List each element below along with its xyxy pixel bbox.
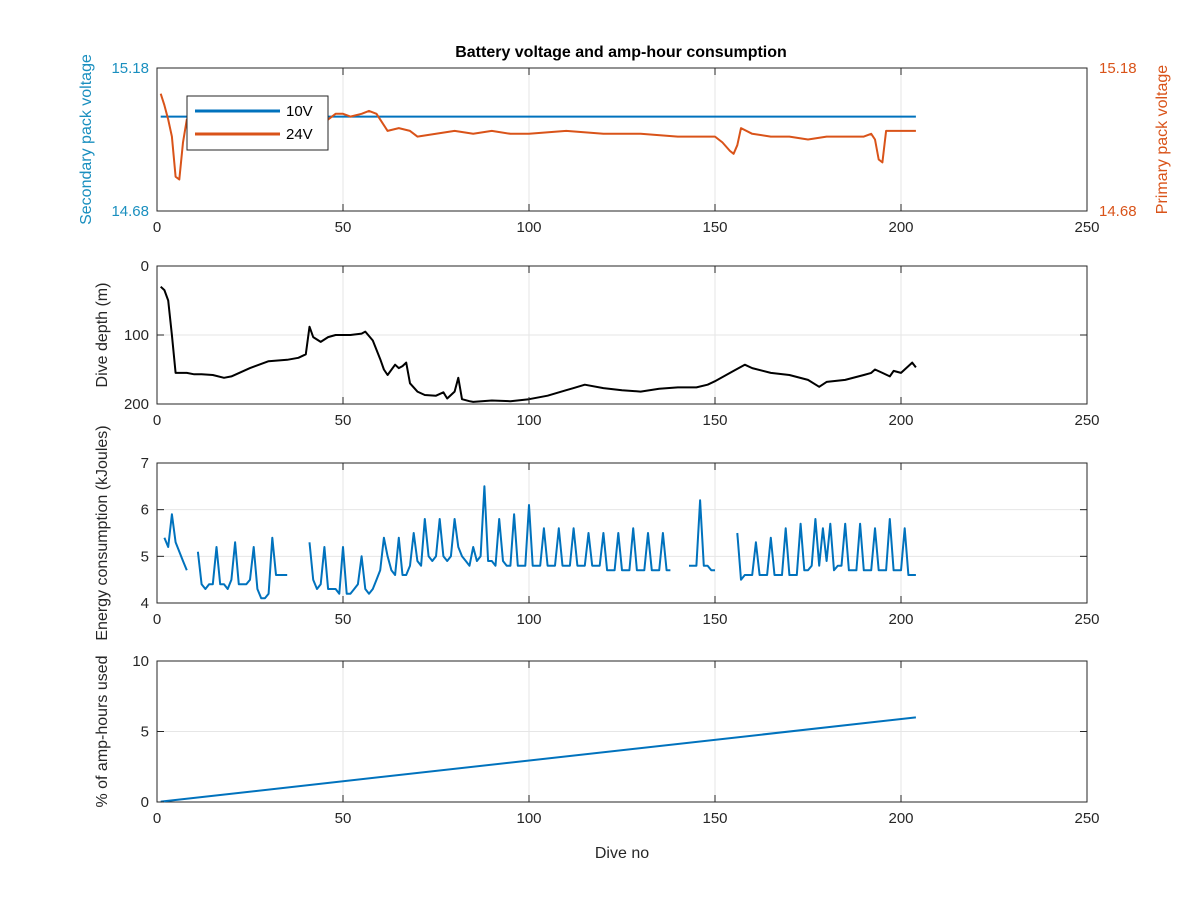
x-tick-label: 200 bbox=[888, 219, 913, 236]
x-tick-label: 200 bbox=[888, 810, 913, 827]
x-tick-label: 250 bbox=[1074, 219, 1099, 236]
energy-y-ticks: 4 5 6 7 bbox=[141, 455, 1087, 612]
legend-label-24v: 24V bbox=[286, 126, 313, 143]
voltage-grid bbox=[342, 68, 902, 211]
y-tick-label-right: 14.68 bbox=[1099, 203, 1137, 220]
x-tick-label: 100 bbox=[516, 219, 541, 236]
voltage-legend[interactable]: 10V 24V bbox=[186, 95, 329, 151]
x-tick-label: 150 bbox=[702, 611, 727, 628]
x-tick-label: 100 bbox=[516, 611, 541, 628]
x-tick-label: 50 bbox=[335, 219, 352, 236]
y-tick-label: 10 bbox=[132, 653, 149, 670]
depth-panel: 0 50 100 150 200 250 0 100 200 Dive depth (m) bbox=[94, 258, 1100, 429]
x-tick-label: 200 bbox=[888, 611, 913, 628]
x-tick-label: 0 bbox=[153, 611, 161, 628]
voltage-left-ylabel: Secondary pack voltage bbox=[78, 54, 95, 225]
x-tick-label: 200 bbox=[888, 412, 913, 429]
voltage-y-ticks-left: 14.68 15.18 bbox=[111, 60, 164, 220]
y-tick-label: 0 bbox=[141, 794, 149, 811]
depth-grid bbox=[157, 266, 1087, 404]
energy-series-line bbox=[196, 536, 288, 600]
energy-series-line bbox=[163, 513, 188, 571]
x-tick-label: 0 bbox=[153, 810, 161, 827]
amphours-x-ticks: 0 50 100 150 200 250 bbox=[153, 661, 1100, 827]
energy-series bbox=[163, 485, 916, 600]
chart-title: Battery voltage and amp-hour consumption bbox=[455, 44, 787, 61]
depth-x-ticks: 0 50 100 150 200 250 bbox=[153, 266, 1100, 429]
y-tick-label: 100 bbox=[124, 327, 149, 344]
depth-ylabel: Dive depth (m) bbox=[94, 283, 111, 388]
amphours-panel: 0 50 100 150 200 250 0 5 10 % of amp-hours used… bbox=[94, 653, 1100, 862]
energy-x-ticks: 0 50 100 150 200 250 bbox=[153, 463, 1100, 628]
voltage-panel: 0 50 100 150 200 250 14.68 15.18 14.68 15.18 Se… bbox=[78, 54, 1171, 236]
y-tick-label: 5 bbox=[141, 548, 149, 565]
y-tick-label-right: 15.18 bbox=[1099, 60, 1137, 77]
x-tick-label: 150 bbox=[702, 810, 727, 827]
energy-axes-box bbox=[156, 462, 1088, 604]
x-tick-label: 50 bbox=[335, 611, 352, 628]
x-tick-label: 50 bbox=[335, 412, 352, 429]
x-tick-label: 150 bbox=[702, 219, 727, 236]
amphours-xlabel: Dive no bbox=[595, 845, 649, 862]
x-tick-label: 100 bbox=[516, 412, 541, 429]
amphours-series-line bbox=[160, 716, 917, 803]
energy-series-line bbox=[308, 485, 671, 595]
x-tick-label: 250 bbox=[1074, 810, 1099, 827]
y-tick-label: 6 bbox=[141, 502, 149, 519]
amphours-series bbox=[160, 716, 917, 803]
x-tick-label: 250 bbox=[1074, 412, 1099, 429]
y-tick-label: 5 bbox=[141, 724, 149, 741]
amphours-ylabel: % of amp-hours used bbox=[94, 655, 111, 807]
voltage-x-ticks: 0 50 100 150 200 250 bbox=[153, 68, 1100, 236]
x-tick-label: 150 bbox=[702, 412, 727, 429]
y-tick-label: 14.68 bbox=[111, 203, 149, 220]
energy-series-line bbox=[689, 499, 715, 572]
energy-grid bbox=[157, 463, 1087, 603]
voltage-y-ticks-right: 14.68 15.18 bbox=[1080, 60, 1137, 220]
x-tick-label: 100 bbox=[516, 810, 541, 827]
y-tick-label: 7 bbox=[141, 455, 149, 472]
x-tick-label: 0 bbox=[153, 219, 161, 236]
y-tick-label: 0 bbox=[141, 258, 149, 275]
energy-series-line bbox=[736, 518, 916, 581]
voltage-right-ylabel: Primary pack voltage bbox=[1154, 65, 1171, 214]
energy-ylabel: Energy consumption (kJoules) bbox=[94, 425, 111, 640]
depth-series-line bbox=[160, 285, 917, 403]
y-tick-label: 4 bbox=[141, 595, 149, 612]
voltage-axes-box bbox=[156, 67, 1088, 212]
amphours-y-ticks: 0 5 10 bbox=[132, 653, 1087, 811]
y-tick-label: 15.18 bbox=[111, 60, 149, 77]
y-tick-label: 200 bbox=[124, 396, 149, 413]
legend-label-10v: 10V bbox=[286, 103, 313, 120]
x-tick-label: 50 bbox=[335, 810, 352, 827]
legend-box bbox=[186, 95, 329, 151]
energy-panel: 0 50 100 150 200 250 4 5 6 7 Energy consumption … bbox=[94, 425, 1100, 640]
depth-y-ticks: 0 100 200 bbox=[124, 258, 1087, 413]
x-tick-label: 0 bbox=[153, 412, 161, 429]
amphours-grid bbox=[157, 661, 1087, 802]
x-tick-label: 250 bbox=[1074, 611, 1099, 628]
depth-series bbox=[160, 285, 917, 403]
